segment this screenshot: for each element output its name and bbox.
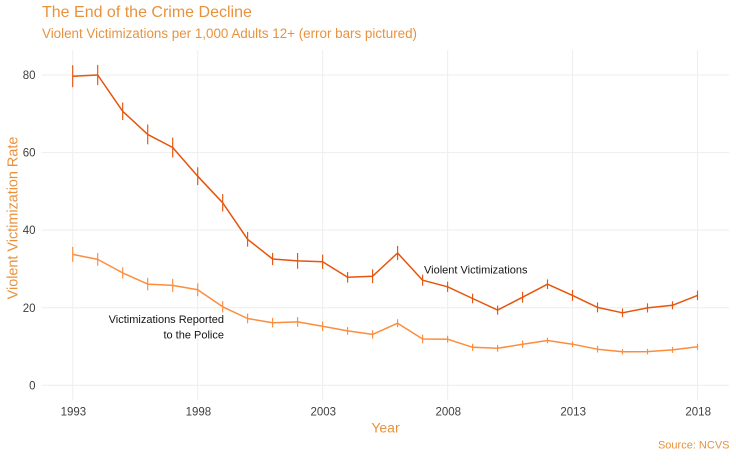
- svg-text:2008: 2008: [436, 407, 462, 419]
- svg-text:Year: Year: [371, 420, 400, 436]
- svg-text:80: 80: [23, 70, 36, 82]
- svg-text:to the Police: to the Police: [163, 330, 224, 342]
- svg-text:The End of the Crime Decline: The End of the Crime Decline: [42, 4, 252, 21]
- svg-text:Source: NCVS: Source: NCVS: [658, 440, 730, 452]
- svg-text:40: 40: [23, 225, 36, 237]
- svg-text:1998: 1998: [186, 407, 212, 419]
- svg-text:1993: 1993: [61, 407, 87, 419]
- svg-text:Victimizations Reported: Victimizations Reported: [109, 314, 224, 326]
- svg-text:Violent Victimizations: Violent Victimizations: [424, 265, 528, 277]
- svg-text:0: 0: [29, 380, 35, 392]
- svg-text:2013: 2013: [560, 407, 586, 419]
- svg-text:2018: 2018: [685, 407, 711, 419]
- svg-text:2003: 2003: [311, 407, 337, 419]
- svg-text:60: 60: [23, 148, 36, 160]
- svg-text:Violent Victimization Rate: Violent Victimization Rate: [6, 137, 22, 300]
- svg-text:20: 20: [23, 303, 36, 315]
- svg-text:Violent Victimizations per 1,0: Violent Victimizations per 1,000 Adults …: [42, 26, 417, 41]
